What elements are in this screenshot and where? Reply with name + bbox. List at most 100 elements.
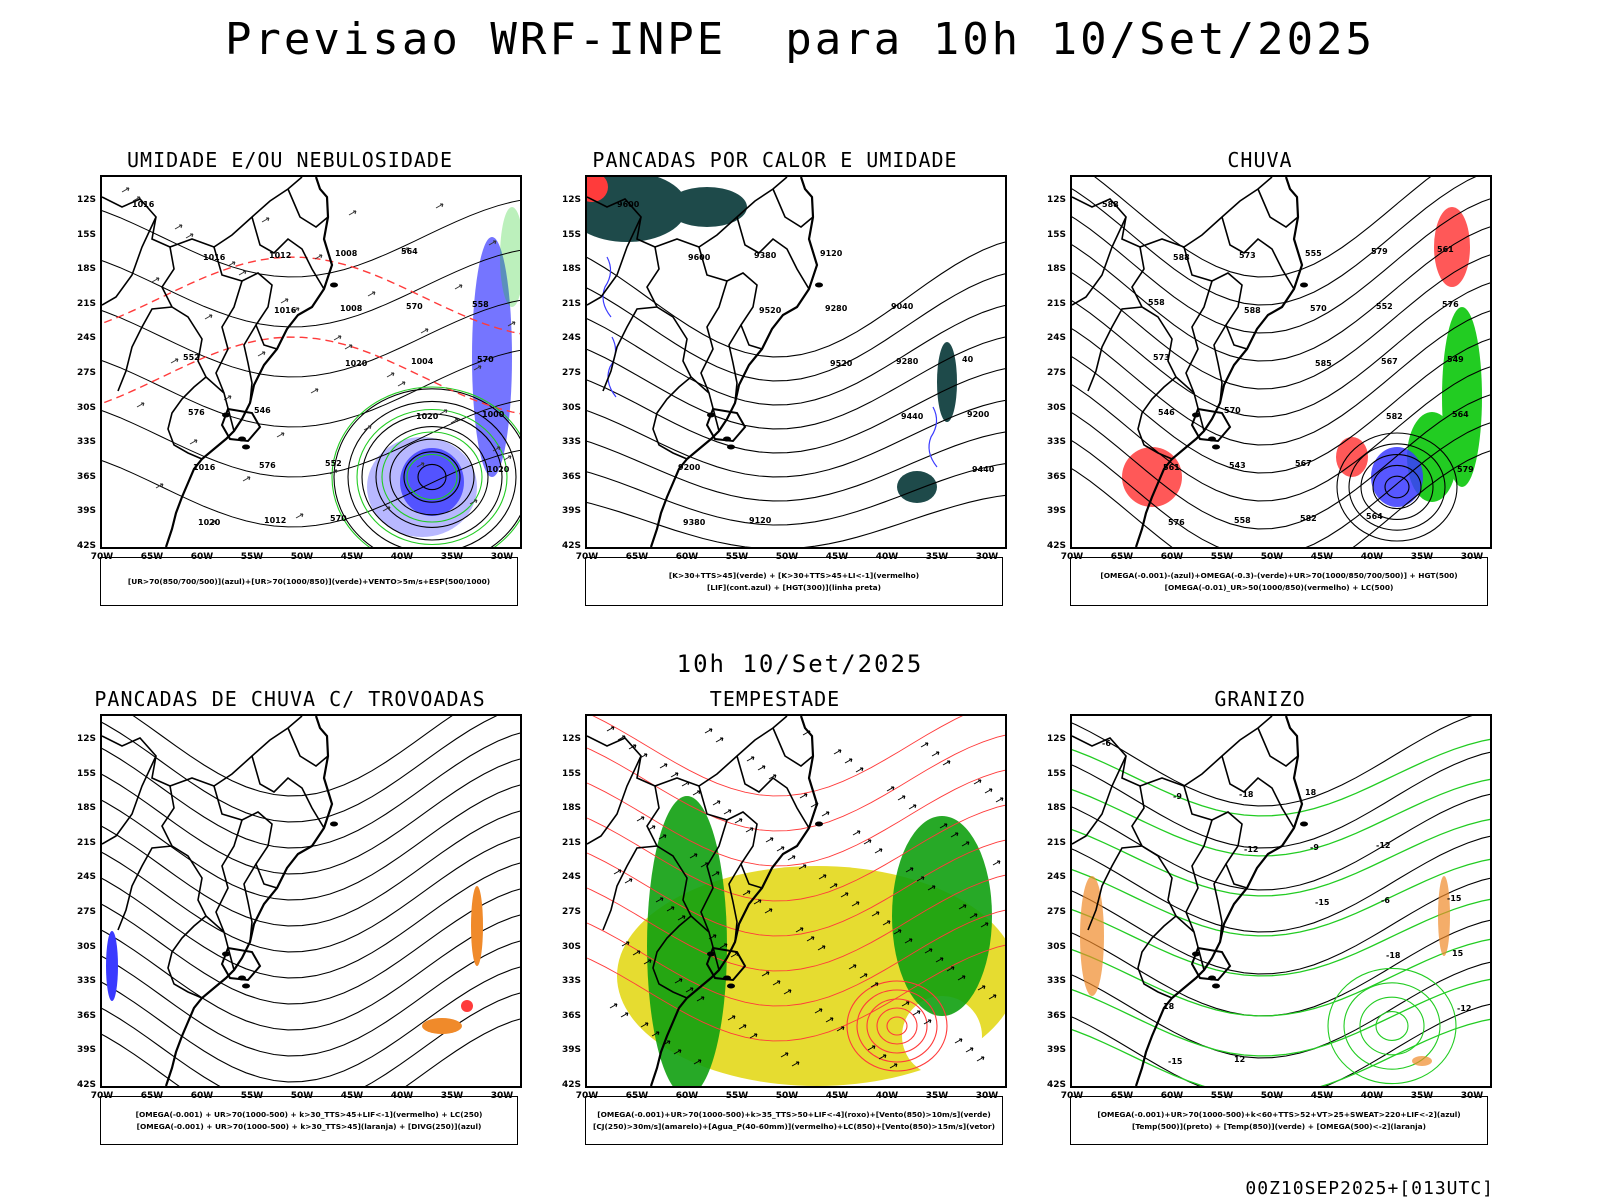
isobar bbox=[102, 399, 520, 478]
wind-vector bbox=[886, 786, 895, 792]
political-border bbox=[1137, 376, 1177, 460]
political-border bbox=[243, 863, 257, 943]
streamline bbox=[876, 1007, 918, 1045]
wind-vector bbox=[655, 897, 664, 903]
rh-lowlevel-contour bbox=[406, 453, 458, 501]
lat-tick-label: 30S bbox=[1046, 402, 1066, 413]
wind-vector bbox=[416, 462, 425, 468]
wind-vector bbox=[151, 277, 160, 283]
wind-vector bbox=[931, 751, 940, 757]
hgt300-contour bbox=[587, 241, 1005, 358]
lake bbox=[1192, 412, 1200, 418]
lat-tick-label: 33S bbox=[76, 976, 96, 987]
contour-label: 579 bbox=[1457, 465, 1474, 474]
streamline bbox=[102, 862, 520, 979]
contour-label: 570 bbox=[330, 514, 347, 523]
wind-vector bbox=[799, 793, 808, 799]
uruguay-border bbox=[220, 407, 262, 443]
omega-weak-area bbox=[1371, 447, 1423, 507]
wind-vector bbox=[624, 878, 633, 884]
lat-tick-label: 21S bbox=[561, 298, 581, 309]
wind-vector bbox=[238, 270, 247, 276]
contour-label: 558 bbox=[1148, 298, 1165, 307]
wind-vector bbox=[980, 922, 989, 928]
wind-vector bbox=[640, 1022, 649, 1028]
rh-midlevel-area bbox=[472, 237, 512, 477]
lat-tick-label: 36S bbox=[76, 471, 96, 482]
political-border bbox=[1221, 755, 1295, 829]
contour-label: 567 bbox=[1381, 357, 1398, 366]
omega500-area bbox=[1080, 876, 1104, 996]
lat-tick-label: 21S bbox=[76, 298, 96, 309]
lat-tick-label: 12S bbox=[561, 195, 581, 205]
uruguay-border bbox=[1190, 407, 1232, 443]
streamline bbox=[587, 944, 1005, 1042]
political-border bbox=[287, 727, 329, 767]
wind-vector bbox=[825, 1017, 834, 1023]
political-border bbox=[102, 755, 157, 845]
wind-vector bbox=[821, 811, 830, 817]
political-border bbox=[652, 915, 692, 999]
lake bbox=[1300, 821, 1308, 827]
contour-label: 570 bbox=[1310, 304, 1327, 313]
lat-tick-label: 36S bbox=[561, 1010, 581, 1021]
temp850-contour bbox=[1072, 1018, 1490, 1086]
wind-vector bbox=[314, 254, 323, 260]
streamline bbox=[886, 1016, 908, 1036]
contour-label: -12 bbox=[1376, 841, 1390, 850]
contour-label: 9600 bbox=[688, 253, 711, 262]
streamline bbox=[587, 804, 1005, 902]
lat-tick-label: 39S bbox=[76, 1045, 96, 1056]
contour-label: 1012 bbox=[264, 516, 286, 525]
contour-label: -15 bbox=[1315, 898, 1330, 907]
wind-vector bbox=[780, 1052, 789, 1058]
hgt300-contour bbox=[587, 304, 1005, 406]
temp850-contour bbox=[1343, 982, 1441, 1070]
lake bbox=[238, 975, 246, 981]
lifted-index-contour bbox=[602, 256, 612, 318]
lat-tick-label: 12S bbox=[76, 195, 96, 205]
wind-vector bbox=[620, 1012, 629, 1018]
political-border bbox=[161, 785, 235, 971]
wind-vector bbox=[753, 899, 762, 905]
lake bbox=[1212, 983, 1220, 989]
contour-label: 588 bbox=[1173, 253, 1190, 262]
contour-label: 1012 bbox=[269, 251, 291, 260]
lat-tick-label: 18S bbox=[1046, 264, 1066, 275]
map-panel-pancadas: PANCADAS POR CALOR E UMIDADE 9600 9600 9520… bbox=[535, 148, 1015, 638]
wind-vector bbox=[280, 298, 289, 304]
political-border bbox=[772, 188, 814, 228]
wind-vector bbox=[851, 901, 860, 907]
lake bbox=[707, 951, 715, 957]
wind-vector bbox=[738, 1024, 747, 1030]
lake bbox=[242, 983, 250, 989]
storm-area bbox=[471, 886, 483, 966]
contour-label: 9520 bbox=[830, 359, 853, 368]
wind-vector bbox=[904, 938, 913, 944]
contour-label: 582 bbox=[1386, 412, 1403, 421]
hgt300-contour bbox=[587, 431, 1005, 502]
hgt500-contour bbox=[1384, 475, 1410, 499]
streamline bbox=[102, 1018, 520, 1086]
instability-area bbox=[587, 177, 687, 242]
contour-label: 1020 bbox=[345, 359, 368, 368]
wind-vector bbox=[439, 409, 448, 415]
legend-line: [OMEGA(-0.001)+UR>70(1000-500)+k>35_TTS>… bbox=[597, 1109, 991, 1119]
wind-vector bbox=[693, 1059, 702, 1065]
wind-vector bbox=[613, 869, 622, 875]
lake bbox=[238, 436, 246, 442]
political-border bbox=[287, 188, 329, 228]
political-border bbox=[736, 755, 810, 829]
map-frame: 9600 9600 9520 9520 9440 9440 9380 9380 9280 9280… bbox=[585, 175, 1007, 549]
wind-vector bbox=[897, 795, 906, 801]
lat-tick-label: 18S bbox=[561, 803, 581, 814]
contour-label: 546 bbox=[1158, 408, 1175, 417]
streamline bbox=[846, 980, 948, 1072]
wind-vector bbox=[958, 904, 967, 910]
lat-tick-label: 36S bbox=[1046, 1010, 1066, 1021]
coastline bbox=[164, 716, 334, 1086]
streamline bbox=[102, 810, 520, 927]
wind-vector bbox=[920, 742, 929, 748]
lat-tick-label: 30S bbox=[76, 941, 96, 952]
panel-legend: [OMEGA(-0.001)+UR>70(1000-500)+k>35_TTS>… bbox=[585, 1096, 1003, 1145]
